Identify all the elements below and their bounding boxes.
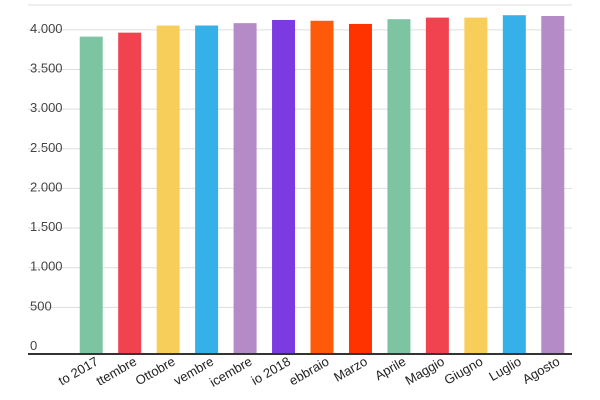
y-tick-label: 4.000 xyxy=(30,21,63,36)
y-tick-label: 2.500 xyxy=(30,140,63,155)
x-category-label: Agosto xyxy=(520,354,563,387)
y-tick-label: 500 xyxy=(30,298,52,313)
x-category-label: Maggio xyxy=(402,354,446,388)
bar xyxy=(79,36,103,354)
y-tick-label: 0 xyxy=(30,338,37,353)
bar xyxy=(272,19,296,354)
x-category-label: Giugno xyxy=(442,354,486,388)
y-tick-label: 3.500 xyxy=(30,60,63,75)
bar xyxy=(195,25,219,354)
grid-lines xyxy=(28,4,572,308)
bar xyxy=(425,17,449,354)
x-category-label: Ottobre xyxy=(133,354,178,389)
y-tick-label: 2.000 xyxy=(30,179,63,194)
bar xyxy=(502,15,526,354)
bar xyxy=(387,19,411,353)
y-tick-label: 1.000 xyxy=(30,259,63,274)
bar xyxy=(156,25,180,354)
bar xyxy=(233,23,257,353)
bars xyxy=(79,15,565,354)
y-axis-ticks: 0 500 1.000 1.500 2.000 2.500 3.000 3.500 4.000 xyxy=(30,21,63,353)
y-tick-label: 3.000 xyxy=(30,100,63,115)
bar xyxy=(541,16,565,353)
x-category-label: vembre xyxy=(171,354,216,389)
bar xyxy=(310,20,334,353)
x-category-label: ttembre xyxy=(94,354,140,389)
x-category-label: Luglio xyxy=(486,354,524,384)
x-category-label: to 2017 xyxy=(56,354,101,389)
bar xyxy=(464,17,488,354)
y-tick-label: 1.500 xyxy=(30,219,63,234)
x-category-label: Aprile xyxy=(372,354,408,384)
x-category-label: icembre xyxy=(207,354,255,390)
x-category-label: ebbraio xyxy=(286,354,331,389)
bar xyxy=(118,32,142,354)
x-category-label: io 2018 xyxy=(249,354,293,388)
x-category-label: Marzo xyxy=(331,354,370,385)
bar xyxy=(348,23,372,354)
